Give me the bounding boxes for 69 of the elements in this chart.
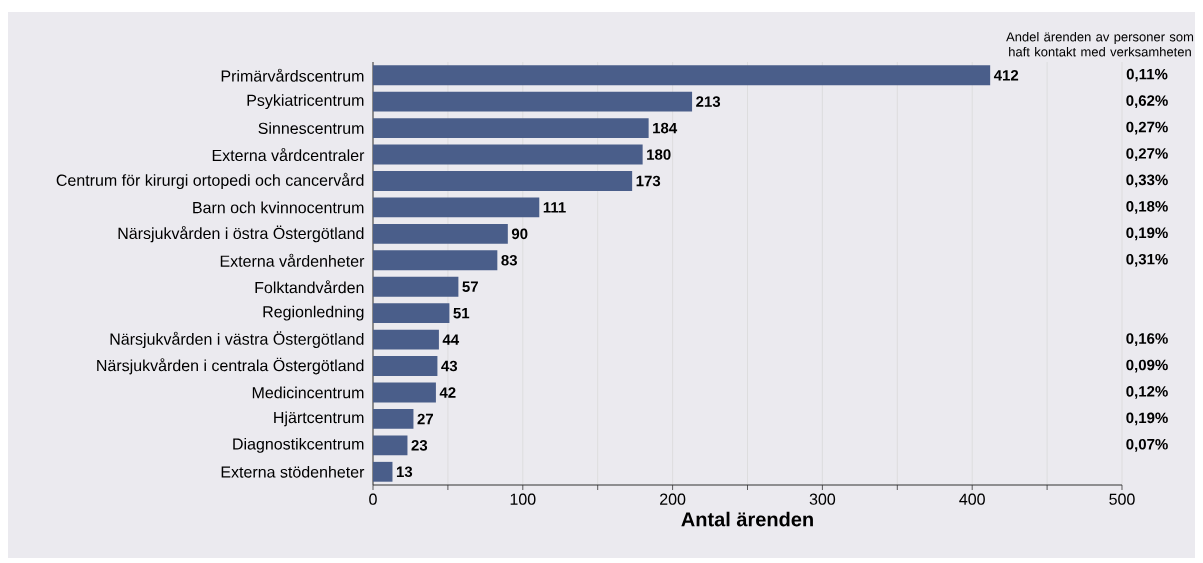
x-tick-label: 200 <box>660 493 686 505</box>
text: 0,07% <box>1126 438 1168 452</box>
data-label: 23 <box>411 440 428 451</box>
y-tick-label: Folktandvården <box>255 280 364 294</box>
x-tick-label: 100 <box>510 493 536 505</box>
bar <box>373 356 438 376</box>
bar <box>373 382 436 403</box>
bar <box>373 171 633 191</box>
bar <box>373 435 408 456</box>
y-tick-label: Centrum för kirurgi ortopedi och cancervård <box>56 172 364 190</box>
text: 0,12% <box>1126 386 1168 399</box>
data-label: 44 <box>442 334 460 345</box>
data-label: 51 <box>453 307 470 319</box>
text: Andel ärenden av personer som haft kontakt med verksamheten <box>1006 31 1194 57</box>
bar <box>373 276 459 297</box>
text: 0,11% <box>1126 68 1168 82</box>
data-label: 180 <box>647 149 671 160</box>
y-tick-label: Medicincentrum <box>252 386 364 399</box>
y-tick-label: Hjärtcentrum <box>274 411 364 427</box>
y-tick-label: Externa vårdenheter <box>220 253 365 267</box>
text: 0,27% <box>1126 148 1168 161</box>
text: 0,09% <box>1126 359 1168 373</box>
y-tick-label: Barn och kvinnocentrum <box>193 201 364 214</box>
data-label: 83 <box>501 254 517 266</box>
data-label: 90 <box>511 228 528 240</box>
bar <box>373 409 414 429</box>
data-label: 27 <box>417 413 433 425</box>
bar <box>373 461 393 482</box>
y-tick-label: Närsjukvården i centrala Östergötland <box>97 357 364 375</box>
y-tick-label: Närsjukvården i östra Östergötland <box>118 225 364 243</box>
data-label: 412 <box>993 69 1019 81</box>
y-tick-label: Regionledning <box>263 305 364 321</box>
y-tick-label: Närsjukvården i västra Östergötland <box>110 331 364 348</box>
x-axis-title: Antal ärenden <box>681 511 813 527</box>
bar <box>373 144 643 165</box>
data-label: 57 <box>462 281 478 292</box>
data-label: 13 <box>396 466 413 478</box>
x-tick-label: 0 <box>369 493 377 505</box>
y-tick-label: Externa stödenheter <box>221 465 365 478</box>
text: 0,19% <box>1126 412 1168 426</box>
data-label: 111 <box>543 202 566 213</box>
text: 0,27% <box>1126 121 1168 135</box>
bar <box>373 118 649 139</box>
x-tick-label: 300 <box>809 493 836 505</box>
bar <box>373 303 450 324</box>
y-tick-label: Externa vårdcentraler <box>212 148 365 162</box>
text: 0,16% <box>1126 333 1168 346</box>
y-tick-label: Diagnostikcentrum <box>233 437 364 453</box>
data-label: 173 <box>636 175 661 187</box>
x-tick-label: 400 <box>959 493 985 505</box>
bar <box>373 65 991 86</box>
bar <box>373 250 498 271</box>
bar <box>373 329 439 350</box>
y-tick-label: Primärvårdscentrum <box>221 68 364 82</box>
text: 0,33% <box>1126 174 1168 188</box>
bar <box>373 197 540 218</box>
bar <box>373 91 693 112</box>
y-tick-label: Psykiatricentrum <box>247 94 364 110</box>
data-label: 184 <box>653 122 678 134</box>
bar <box>373 223 508 244</box>
text: 0,18% <box>1126 201 1168 214</box>
data-label: 213 <box>696 96 721 107</box>
text: 0,19% <box>1126 227 1168 241</box>
x-tick-label: 500 <box>1109 493 1135 505</box>
y-tick-label: Sinnescentrum <box>258 122 364 134</box>
text: 0,31% <box>1126 253 1168 267</box>
data-label: 43 <box>441 360 458 372</box>
text: 0,62% <box>1126 95 1168 109</box>
data-label: 42 <box>439 387 456 398</box>
